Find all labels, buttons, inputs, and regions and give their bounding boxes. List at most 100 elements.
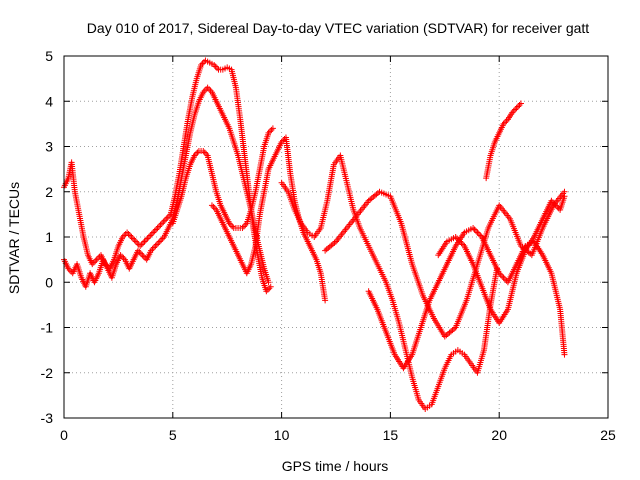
data-point xyxy=(513,272,520,279)
chart-title: Day 010 of 2017, Sidereal Day-to-day VTE… xyxy=(87,20,590,36)
data-point xyxy=(538,250,545,257)
data-point xyxy=(77,272,84,279)
data-point xyxy=(375,263,382,270)
data-point xyxy=(258,272,265,279)
data-point xyxy=(188,95,195,102)
y-tick-label: 0 xyxy=(45,274,53,290)
data-point xyxy=(417,326,424,333)
data-point xyxy=(256,168,263,175)
data-point xyxy=(277,140,284,147)
series-9 xyxy=(435,193,568,326)
data-point xyxy=(356,222,363,229)
data-point xyxy=(508,111,515,118)
y-axis-label: SDTVAR / TECUs xyxy=(6,182,22,294)
data-point xyxy=(451,325,458,332)
x-tick-label: 10 xyxy=(274,427,290,443)
data-point xyxy=(64,176,71,183)
data-point xyxy=(153,226,160,233)
data-point xyxy=(225,232,232,239)
data-point xyxy=(147,249,154,256)
data-point xyxy=(208,168,215,175)
data-point xyxy=(164,226,171,233)
data-point xyxy=(225,218,232,225)
data-point xyxy=(303,227,310,234)
data-point xyxy=(150,244,157,251)
data-point xyxy=(408,372,415,379)
data-point xyxy=(382,327,389,334)
data-point xyxy=(195,100,202,107)
data-point xyxy=(234,150,241,157)
data-point xyxy=(260,190,267,197)
data-point xyxy=(260,263,267,270)
data-point xyxy=(212,96,219,103)
data-point xyxy=(247,208,254,215)
data-series xyxy=(61,57,568,412)
y-tick-label: 3 xyxy=(45,139,53,155)
data-point xyxy=(560,190,567,197)
data-point xyxy=(486,250,493,257)
data-point xyxy=(214,65,221,72)
data-point xyxy=(110,258,117,265)
data-point xyxy=(391,349,398,356)
data-point xyxy=(395,317,402,324)
data-point xyxy=(234,250,241,257)
data-point xyxy=(144,235,151,242)
data-point xyxy=(71,186,78,193)
data-point xyxy=(556,304,563,311)
data-point xyxy=(238,168,245,175)
data-point xyxy=(203,151,210,158)
data-point xyxy=(197,63,204,70)
data-point xyxy=(419,290,426,297)
data-point xyxy=(451,244,458,251)
data-point xyxy=(441,367,448,374)
data-point xyxy=(440,331,447,338)
data-point xyxy=(190,154,197,161)
data-point xyxy=(238,259,245,266)
data-point xyxy=(364,199,371,206)
data-point xyxy=(434,385,441,392)
data-point xyxy=(161,217,168,224)
data-point xyxy=(287,168,294,175)
data-point xyxy=(503,117,510,124)
data-point xyxy=(225,123,232,130)
series-7 xyxy=(365,224,568,372)
y-tick-label: -3 xyxy=(41,410,54,426)
data-point xyxy=(505,214,512,221)
data-point xyxy=(84,250,91,257)
data-point xyxy=(397,218,404,225)
data-point xyxy=(499,122,506,129)
data-point xyxy=(538,217,545,224)
data-point xyxy=(230,137,237,144)
data-point xyxy=(191,113,198,120)
grid xyxy=(64,56,608,418)
data-point xyxy=(268,126,275,133)
data-point xyxy=(516,102,523,109)
data-point xyxy=(112,263,119,270)
data-point xyxy=(529,235,536,242)
data-point xyxy=(184,118,191,125)
x-tick-label: 15 xyxy=(383,427,399,443)
data-point xyxy=(148,230,155,237)
data-point xyxy=(283,186,290,193)
data-point xyxy=(459,350,466,357)
data-point xyxy=(177,195,184,202)
data-point xyxy=(242,221,249,228)
data-point xyxy=(216,214,223,221)
data-point xyxy=(547,268,554,275)
y-tick-label: -1 xyxy=(41,320,54,336)
data-point xyxy=(217,66,224,73)
data-point xyxy=(503,308,510,315)
data-point xyxy=(92,258,99,265)
data-point xyxy=(211,205,218,212)
data-point xyxy=(80,231,87,238)
data-point xyxy=(221,223,228,230)
data-point xyxy=(316,226,323,233)
data-point xyxy=(256,213,263,220)
data-point xyxy=(186,163,193,170)
data-point xyxy=(247,262,254,269)
data-point xyxy=(402,345,409,352)
data-point xyxy=(308,245,315,252)
data-point xyxy=(447,353,454,360)
